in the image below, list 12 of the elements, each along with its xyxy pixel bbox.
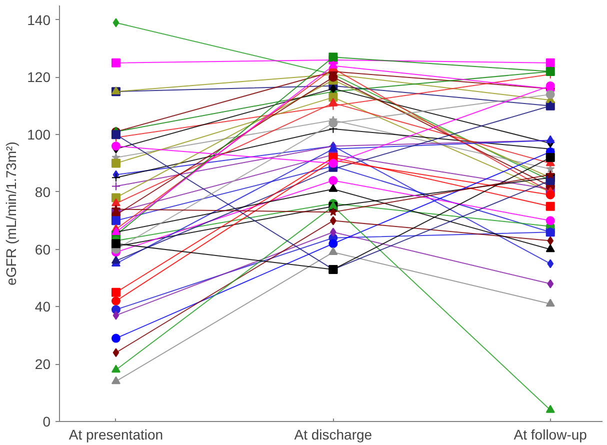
y-tick-label: 140: [27, 12, 51, 28]
x-tick-label: At presentation: [68, 426, 164, 442]
x-tick-label: At follow-up: [514, 426, 588, 442]
x-tick-label: At discharge: [294, 426, 372, 442]
y-tick-label: 120: [27, 69, 51, 86]
y-axis-title: eGFR (mL/min/1.73m²): [3, 142, 20, 286]
y-tick-label: 100: [27, 126, 51, 143]
y-tick-label: 0: [42, 414, 51, 430]
y-tick-label: 60: [34, 241, 51, 258]
y-tick-label: 40: [34, 298, 51, 315]
y-tick-label: 20: [34, 356, 51, 372]
y-tick-label: 80: [34, 184, 51, 200]
